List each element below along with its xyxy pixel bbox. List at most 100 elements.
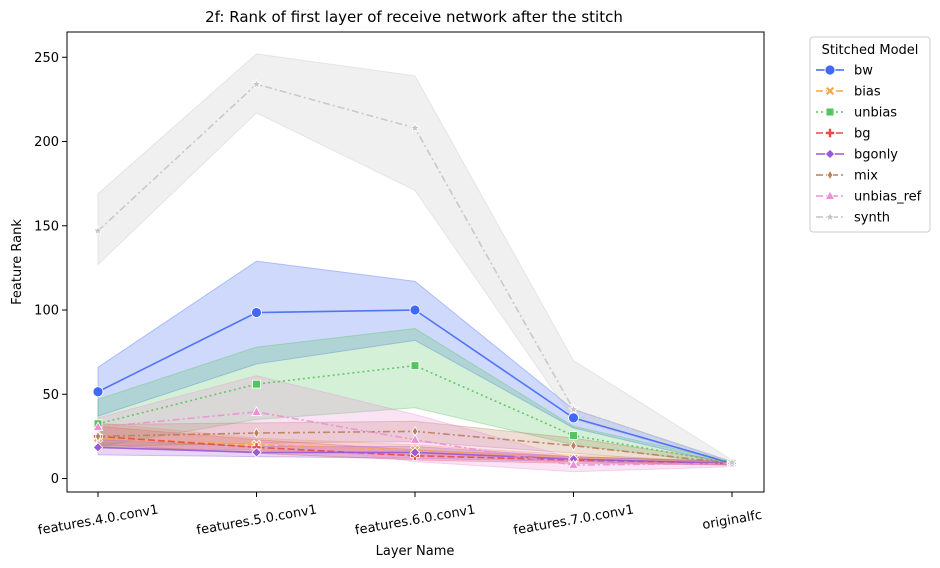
point-unbias-3-shape	[569, 431, 578, 440]
legend-label-unbias_ref: unbias_ref	[854, 190, 922, 205]
point-unbias-2	[410, 361, 420, 370]
y-axis: 0 50 100 150 200 250	[34, 51, 67, 487]
legend-label-bw: bw	[854, 64, 873, 79]
point-synth-2	[409, 122, 421, 133]
point-bgonly-1	[251, 447, 262, 458]
legend-label-bias: bias	[854, 85, 881, 100]
legend: Stitched Model bw bias unbias bg bgonly mix un…	[809, 36, 931, 233]
legend-marker-mix	[826, 169, 834, 181]
legend-marker-bg	[825, 128, 835, 138]
point-unbias-2-shape	[410, 361, 420, 370]
y-axis-label: Feature Rank	[10, 219, 25, 305]
point-unbias_ref-1-shape	[251, 406, 262, 416]
legend-label-bgonly: bgonly	[854, 148, 898, 163]
x-axis-label: Layer Name	[376, 544, 455, 559]
confidence-bands	[97, 53, 733, 473]
legend-item-bw: bw	[816, 64, 873, 79]
point-unbias_ref-2	[409, 433, 421, 444]
point-mix-1-shape	[253, 427, 260, 439]
point-mix-3	[570, 440, 577, 452]
x-tick-label-3: features.7.0.conv1	[512, 503, 635, 539]
point-synth-3	[568, 403, 579, 415]
legend-marker-bias	[824, 85, 836, 97]
legend-label-bg: bg	[854, 127, 871, 142]
y-tick-label-0: 0	[51, 472, 59, 487]
point-synth-0-shape	[92, 225, 104, 236]
point-bw-3-shape	[568, 412, 579, 424]
line-bg	[97, 435, 733, 465]
point-bw-0	[92, 386, 104, 398]
legend-marker-unbias	[825, 107, 835, 117]
point-unbias-1-shape	[252, 379, 261, 389]
legend-label-synth: synth	[854, 211, 890, 226]
legend-marker-unbias_ref	[824, 190, 836, 200]
point-mix-0-shape	[94, 431, 102, 442]
legend-item-unbias: unbias	[816, 106, 897, 121]
legend-marker-synth-shape	[824, 211, 836, 222]
point-bgonly-0-shape	[92, 442, 104, 453]
chart-title: 2f: Rank of first layer of receive netwo…	[205, 8, 623, 26]
point-unbias_ref-3	[568, 459, 579, 469]
point-mix-0	[94, 431, 102, 442]
point-unbias_ref-3-shape	[568, 459, 579, 469]
legend-frame	[809, 36, 931, 233]
point-bw-0-shape	[92, 386, 104, 398]
legend-item-bg: bg	[816, 127, 871, 142]
legend-label-mix: mix	[854, 169, 878, 184]
point-mix-1	[253, 427, 260, 439]
point-mix-3-shape	[570, 440, 577, 452]
legend-marker-synth	[824, 211, 836, 222]
point-synth-0	[92, 225, 104, 236]
y-tick-label-100: 100	[34, 304, 59, 319]
x-axis: features.4.0.conv1 features.5.0.conv1 feat…	[37, 492, 763, 538]
legend-marker-bg-shape	[825, 128, 835, 138]
point-synth-2-shape	[409, 122, 421, 133]
point-unbias_ref-0	[92, 421, 104, 431]
point-bgonly-2	[409, 447, 421, 458]
point-synth-1	[251, 78, 262, 89]
legend-marker-bgonly-shape	[824, 148, 836, 160]
point-synth-1-shape	[251, 78, 262, 89]
legend-item-bias: bias	[816, 85, 881, 100]
point-bgonly-0	[92, 442, 104, 453]
point-bw-1-shape	[251, 307, 262, 318]
x-tick-label-0: features.4.0.conv1	[37, 503, 160, 539]
legend-marker-unbias-shape	[825, 107, 835, 117]
series-markers	[92, 78, 738, 469]
legend-marker-unbias_ref-shape	[824, 190, 836, 200]
point-bgonly-1-shape	[251, 447, 262, 458]
legend-item-bgonly: bgonly	[816, 148, 898, 163]
x-tick-label-2: features.6.0.conv1	[354, 503, 477, 539]
point-bw-1	[251, 307, 262, 318]
y-tick-label-150: 150	[34, 219, 59, 234]
legend-item-mix: mix	[816, 169, 878, 184]
x-tick-label-1: features.5.0.conv1	[195, 503, 318, 539]
legend-label-unbias: unbias	[854, 106, 897, 121]
point-synth-4	[726, 456, 738, 468]
point-unbias_ref-0-shape	[92, 421, 104, 431]
point-bgonly-2-shape	[409, 447, 421, 458]
x-tick-label-4: originalfc	[701, 508, 763, 533]
y-tick-label-250: 250	[34, 51, 59, 66]
point-bw-3	[568, 412, 579, 424]
legend-marker-bw	[824, 64, 836, 76]
legend-item-synth: synth	[816, 211, 890, 226]
legend-title: Stitched Model	[822, 43, 919, 58]
legend-marker-bias-shape	[824, 85, 836, 97]
point-bw-2-shape	[409, 304, 421, 316]
point-unbias-3	[569, 431, 578, 440]
legend-marker-bw-shape	[824, 64, 836, 76]
legend-marker-mix-shape	[826, 169, 834, 181]
legend-item-unbias_ref: unbias_ref	[816, 190, 922, 205]
point-synth-4-shape	[726, 456, 738, 468]
y-tick-label-200: 200	[34, 135, 59, 150]
y-tick-label-50: 50	[42, 388, 59, 403]
point-unbias_ref-2-shape	[409, 433, 421, 444]
point-bw-2	[409, 304, 421, 316]
point-unbias_ref-1	[251, 406, 262, 416]
point-synth-3-shape	[568, 403, 579, 415]
legend-marker-bgonly	[824, 148, 836, 160]
line-bias	[97, 437, 733, 465]
point-unbias-1	[252, 379, 261, 389]
